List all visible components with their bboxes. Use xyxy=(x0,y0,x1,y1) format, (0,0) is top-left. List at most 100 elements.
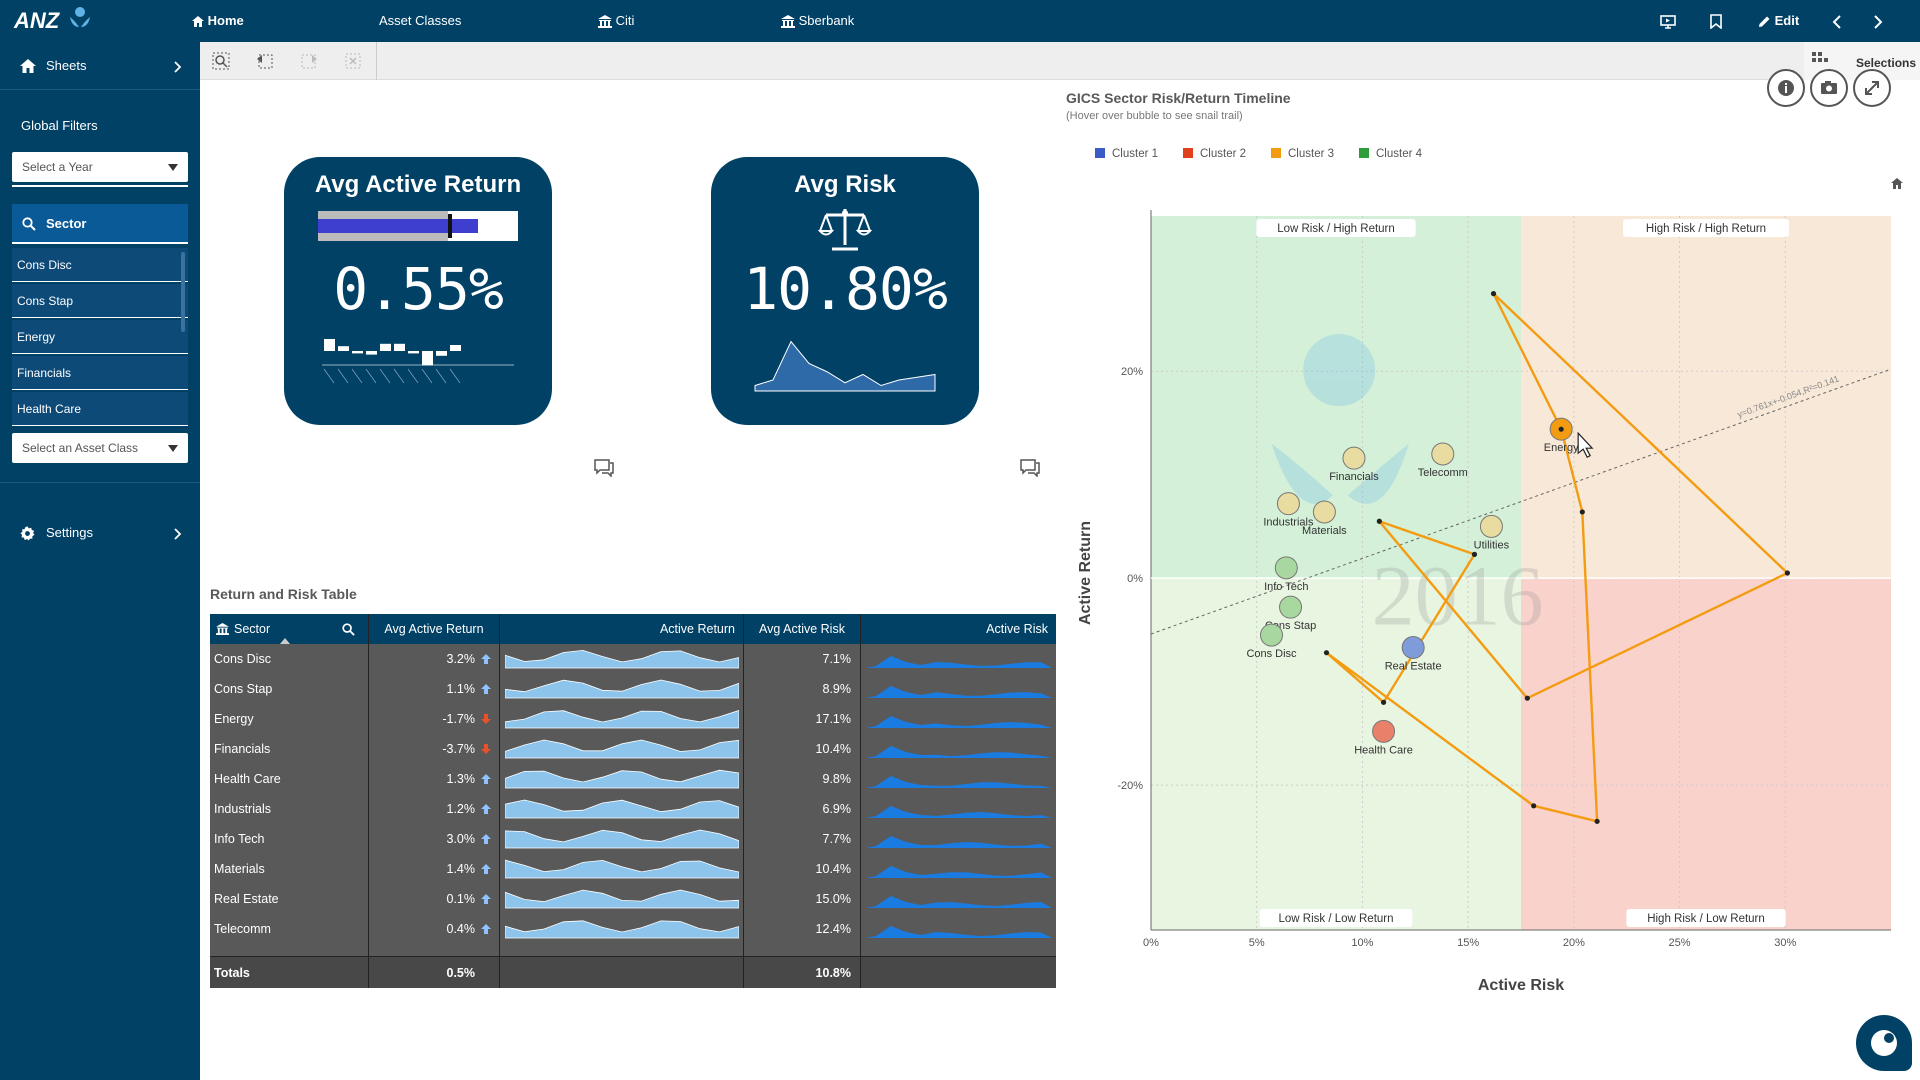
table-row[interactable]: Financials -3.7% 10.4% xyxy=(210,734,1056,764)
edit-label: Edit xyxy=(1774,13,1800,28)
year-select[interactable]: Select a Year xyxy=(12,152,188,182)
sector-cell: Industrials xyxy=(214,802,271,816)
chart-subtitle: (Hover over bubble to see snail trail) xyxy=(1066,110,1243,122)
sector-list-item[interactable]: Health Care xyxy=(12,392,188,426)
asset-class-select[interactable]: Select an Asset Class xyxy=(12,433,188,463)
step-back-button[interactable] xyxy=(254,50,276,72)
sector-cell: Energy xyxy=(214,712,254,726)
bubble xyxy=(1312,500,1336,524)
info-button[interactable] xyxy=(1767,69,1805,107)
fullscreen-button[interactable] xyxy=(1853,69,1891,107)
legend-item[interactable]: Cluster 1 xyxy=(1095,148,1158,160)
clear-selections-button[interactable] xyxy=(342,50,364,72)
active-return-sparkline xyxy=(505,709,739,729)
settings-menu-item[interactable]: Settings xyxy=(0,509,200,557)
comment-button[interactable] xyxy=(594,459,614,480)
avg-active-return-cell: 0.4% xyxy=(446,922,476,936)
nav-citi-label: Citi xyxy=(615,13,635,28)
sparkline-area xyxy=(505,739,739,759)
chat-assistant-button[interactable] xyxy=(1856,1015,1912,1071)
step-forward-button[interactable] xyxy=(298,50,320,72)
table-row[interactable]: Cons Disc 3.2% 7.1% xyxy=(210,644,1056,674)
arrow-shape xyxy=(481,714,491,724)
quadrant-label-box xyxy=(1626,909,1786,927)
sector-list-item[interactable]: Energy xyxy=(12,320,188,354)
table-row[interactable]: Cons Stap 1.1% 8.9% xyxy=(210,674,1056,704)
comment-button[interactable] xyxy=(1020,459,1040,480)
nav-citi[interactable]: Citi xyxy=(598,0,634,42)
bookmark-button[interactable] xyxy=(1710,0,1722,42)
trail-point xyxy=(1558,426,1564,432)
kpi-bar xyxy=(450,345,461,351)
sector-filter-label: Sector xyxy=(46,216,87,231)
nav-sberbank[interactable]: Sberbank xyxy=(781,0,854,42)
nav-asset-classes[interactable]: Asset Classes xyxy=(379,0,461,42)
avg-risk-kpi[interactable]: Avg Risk 10.80% xyxy=(711,157,979,425)
sector-list-item[interactable]: Cons Disc xyxy=(12,248,188,282)
sheets-menu-item[interactable]: Sheets xyxy=(0,42,200,90)
reset-zoom-button[interactable] xyxy=(1891,176,1903,192)
table-row[interactable]: Industrials 1.2% 6.9% xyxy=(210,794,1056,824)
x-tick-label: 15% xyxy=(1457,937,1479,949)
avg-active-return-cell: 1.4% xyxy=(446,862,476,876)
nav-home[interactable]: Home xyxy=(192,0,244,42)
search-icon[interactable] xyxy=(342,623,355,636)
quadrant-label: High Risk / High Return xyxy=(1623,219,1789,237)
legend-item[interactable]: Cluster 3 xyxy=(1271,148,1334,160)
arrow-shape xyxy=(481,744,491,754)
table-row[interactable]: Real Estate 0.1% 15.0% xyxy=(210,884,1056,914)
column-header-sector[interactable]: Sector xyxy=(210,614,368,644)
sparkline-area xyxy=(866,926,1052,938)
totals-avg-return: 0.5% xyxy=(446,966,476,980)
column-divider xyxy=(499,614,500,988)
quadrant-low-risk-low-return xyxy=(1151,578,1521,930)
kpi-bar xyxy=(352,351,363,354)
column-header-active-risk[interactable]: Active Risk xyxy=(861,614,1056,644)
sector-filter-header[interactable]: Sector xyxy=(12,204,188,244)
return-bar-sparkline xyxy=(322,339,514,384)
edit-button[interactable]: Edit xyxy=(1758,0,1799,42)
risk-return-scatter-chart[interactable]: 0% 5% 10% 15% 20% 25% 30% 20% 0% -20% Active Risk A… xyxy=(1020,190,1920,1070)
sector-list-scrollbar[interactable] xyxy=(181,252,185,332)
present-button[interactable] xyxy=(1660,0,1676,42)
column-header-avg-active-return[interactable]: Avg Active Return xyxy=(369,614,499,644)
smart-search-button[interactable] xyxy=(210,50,232,72)
previous-sheet-button[interactable] xyxy=(1832,0,1842,42)
sector-list-item[interactable]: Cons Stap xyxy=(12,284,188,318)
table-row[interactable]: Telecomm 0.4% 12.4% xyxy=(210,914,1056,944)
table-row[interactable]: Info Tech 3.0% 7.7% xyxy=(210,824,1056,854)
table-row[interactable]: Health Care 1.3% 9.8% xyxy=(210,764,1056,794)
selections-grid-icon xyxy=(1812,52,1828,62)
next-sheet-button[interactable] xyxy=(1873,0,1883,42)
table-row[interactable]: Energy -1.7% 17.1% xyxy=(210,704,1056,734)
bullet-chart xyxy=(318,211,518,241)
chevron-left-icon xyxy=(1832,14,1841,29)
settings-label: Settings xyxy=(46,525,93,540)
sparkline-area xyxy=(505,799,739,819)
sparkline-area xyxy=(505,829,739,849)
sheets-label: Sheets xyxy=(46,58,87,73)
legend-item[interactable]: Cluster 2 xyxy=(1183,148,1246,160)
legend-label: Cluster 4 xyxy=(1376,148,1423,160)
kpi-bar xyxy=(436,351,447,356)
pencil-icon xyxy=(1759,16,1770,28)
avg-active-return-cell: 3.0% xyxy=(446,832,476,846)
avg-active-return-kpi[interactable]: Avg Active Return 0.55% xyxy=(284,157,552,425)
legend-swatch xyxy=(1271,148,1281,158)
column-header-avg-active-risk[interactable]: Avg Active Risk xyxy=(744,614,860,644)
y-tick-label: 0% xyxy=(1127,573,1143,585)
watermark-arm xyxy=(1271,443,1333,504)
avg-active-risk-cell: 10.4% xyxy=(815,862,851,876)
column-header-active-return[interactable]: Active Return xyxy=(500,614,743,644)
table-row[interactable]: Materials 1.4% 10.4% xyxy=(210,854,1056,884)
anz-logo[interactable]: ANZ xyxy=(14,0,93,42)
active-return-sparkline xyxy=(505,739,739,759)
avg-active-return-cell: 0.1% xyxy=(446,892,476,906)
snapshot-button[interactable] xyxy=(1810,69,1848,107)
x-tick-label: 10% xyxy=(1351,937,1373,949)
trail-point xyxy=(1380,699,1387,705)
sector-list-item[interactable]: Financials xyxy=(12,356,188,390)
kpi-tick-label xyxy=(323,368,335,384)
legend-item[interactable]: Cluster 4 xyxy=(1359,148,1422,160)
sparkline-area xyxy=(505,679,739,699)
